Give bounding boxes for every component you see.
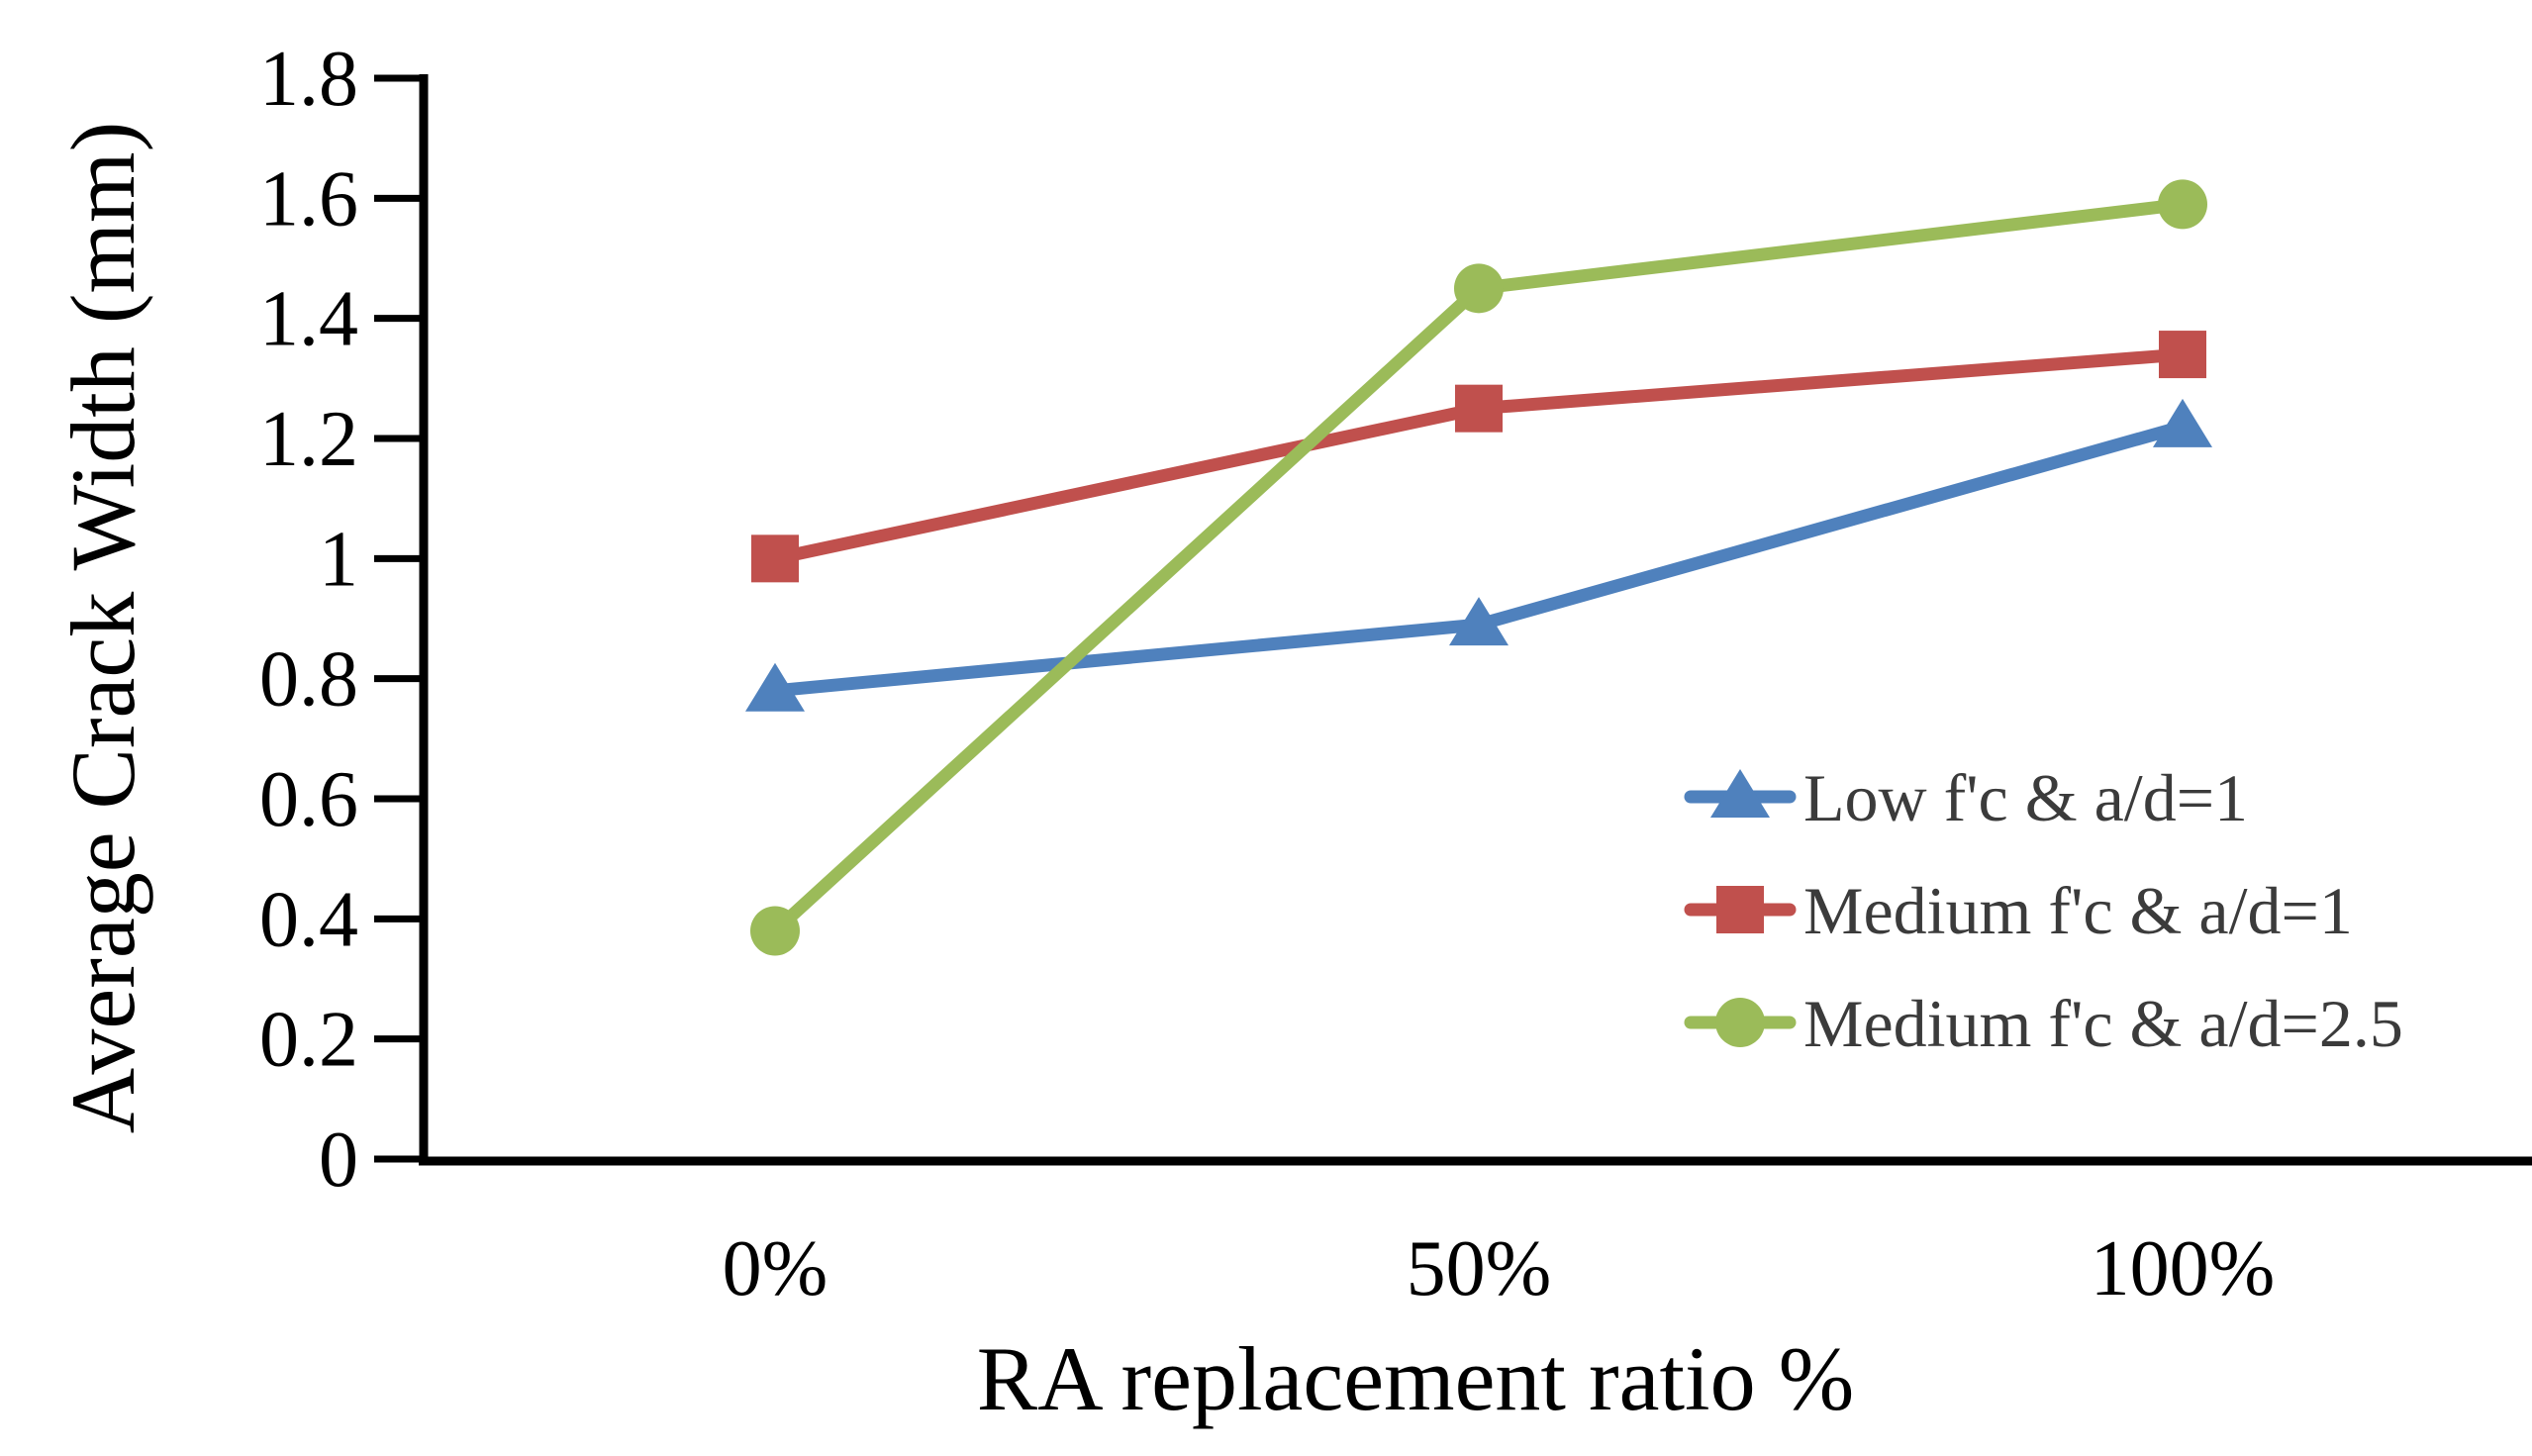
y-tick-label: 0.2: [259, 997, 358, 1084]
y-ticks: [374, 74, 424, 1163]
data-point-triangle-marker: [1449, 597, 1509, 646]
y-tick-label: 1.8: [259, 36, 358, 123]
legend-label: Medium f'c & a/d=2.5: [1803, 986, 2403, 1061]
y-tick-label: 0.6: [259, 756, 358, 843]
data-point-circle-marker: [750, 906, 800, 956]
data-point-triangle-marker: [745, 662, 805, 712]
legend-entry: Medium f'c & a/d=2.5: [1684, 986, 2403, 1061]
x-tick-labels: 0% 50% 100%: [723, 1225, 2276, 1312]
legend-entry: Low f'c & a/d=1: [1684, 760, 2248, 835]
legend-triangle-marker: [1710, 769, 1770, 818]
y-tick-label: 0.8: [259, 636, 358, 724]
y-tick-label: 0: [319, 1116, 358, 1204]
y-tick-label: 1.2: [259, 396, 358, 483]
y-tick-label: 1.4: [259, 276, 358, 363]
data-point-square-marker: [1455, 384, 1503, 433]
average-crack-width-chart: 0 0.2 0.4 0.6 0.8 1 1.2 1.4 1.6 1.8 0% 50% 100% Low…: [40, 16, 2532, 1440]
x-axis-title: RA replacement ratio %: [977, 1328, 1854, 1429]
legend-square-marker: [1716, 886, 1764, 933]
y-tick-label: 1: [319, 516, 358, 603]
data-point-square-marker: [2159, 331, 2206, 379]
y-axis-title: Average Crack Width (mm): [52, 122, 153, 1133]
y-tick-labels: 0 0.2 0.4 0.6 0.8 1 1.2 1.4 1.6 1.8: [259, 36, 358, 1204]
y-tick-label: 0.4: [259, 876, 358, 963]
line-chart-svg: 0 0.2 0.4 0.6 0.8 1 1.2 1.4 1.6 1.8 0% 50% 100% Low…: [52, 36, 2532, 1429]
plot-area: 0 0.2 0.4 0.6 0.8 1 1.2 1.4 1.6 1.8 0% 50% 100% Low…: [259, 36, 2532, 1312]
legend-entry: Medium f'c & a/d=1: [1684, 873, 2353, 948]
x-tick-label: 50%: [1407, 1225, 1552, 1312]
data-point-circle-marker: [1454, 263, 1504, 314]
legend-label: Low f'c & a/d=1: [1803, 760, 2248, 835]
x-tick-label: 100%: [2091, 1225, 2276, 1312]
y-tick-label: 1.6: [259, 155, 358, 243]
legend-label: Medium f'c & a/d=1: [1803, 873, 2353, 948]
data-point-triangle-marker: [2153, 398, 2212, 447]
data-point-square-marker: [751, 534, 799, 583]
legend: Low f'c & a/d=1 Medium f'c & a/d=1 Medium …: [1684, 760, 2403, 1061]
series-lines: [745, 179, 2212, 956]
legend-circle-marker: [1715, 998, 1765, 1047]
data-point-circle-marker: [2158, 179, 2207, 230]
x-tick-label: 0%: [723, 1225, 828, 1312]
series-line: [774, 420, 2185, 698]
